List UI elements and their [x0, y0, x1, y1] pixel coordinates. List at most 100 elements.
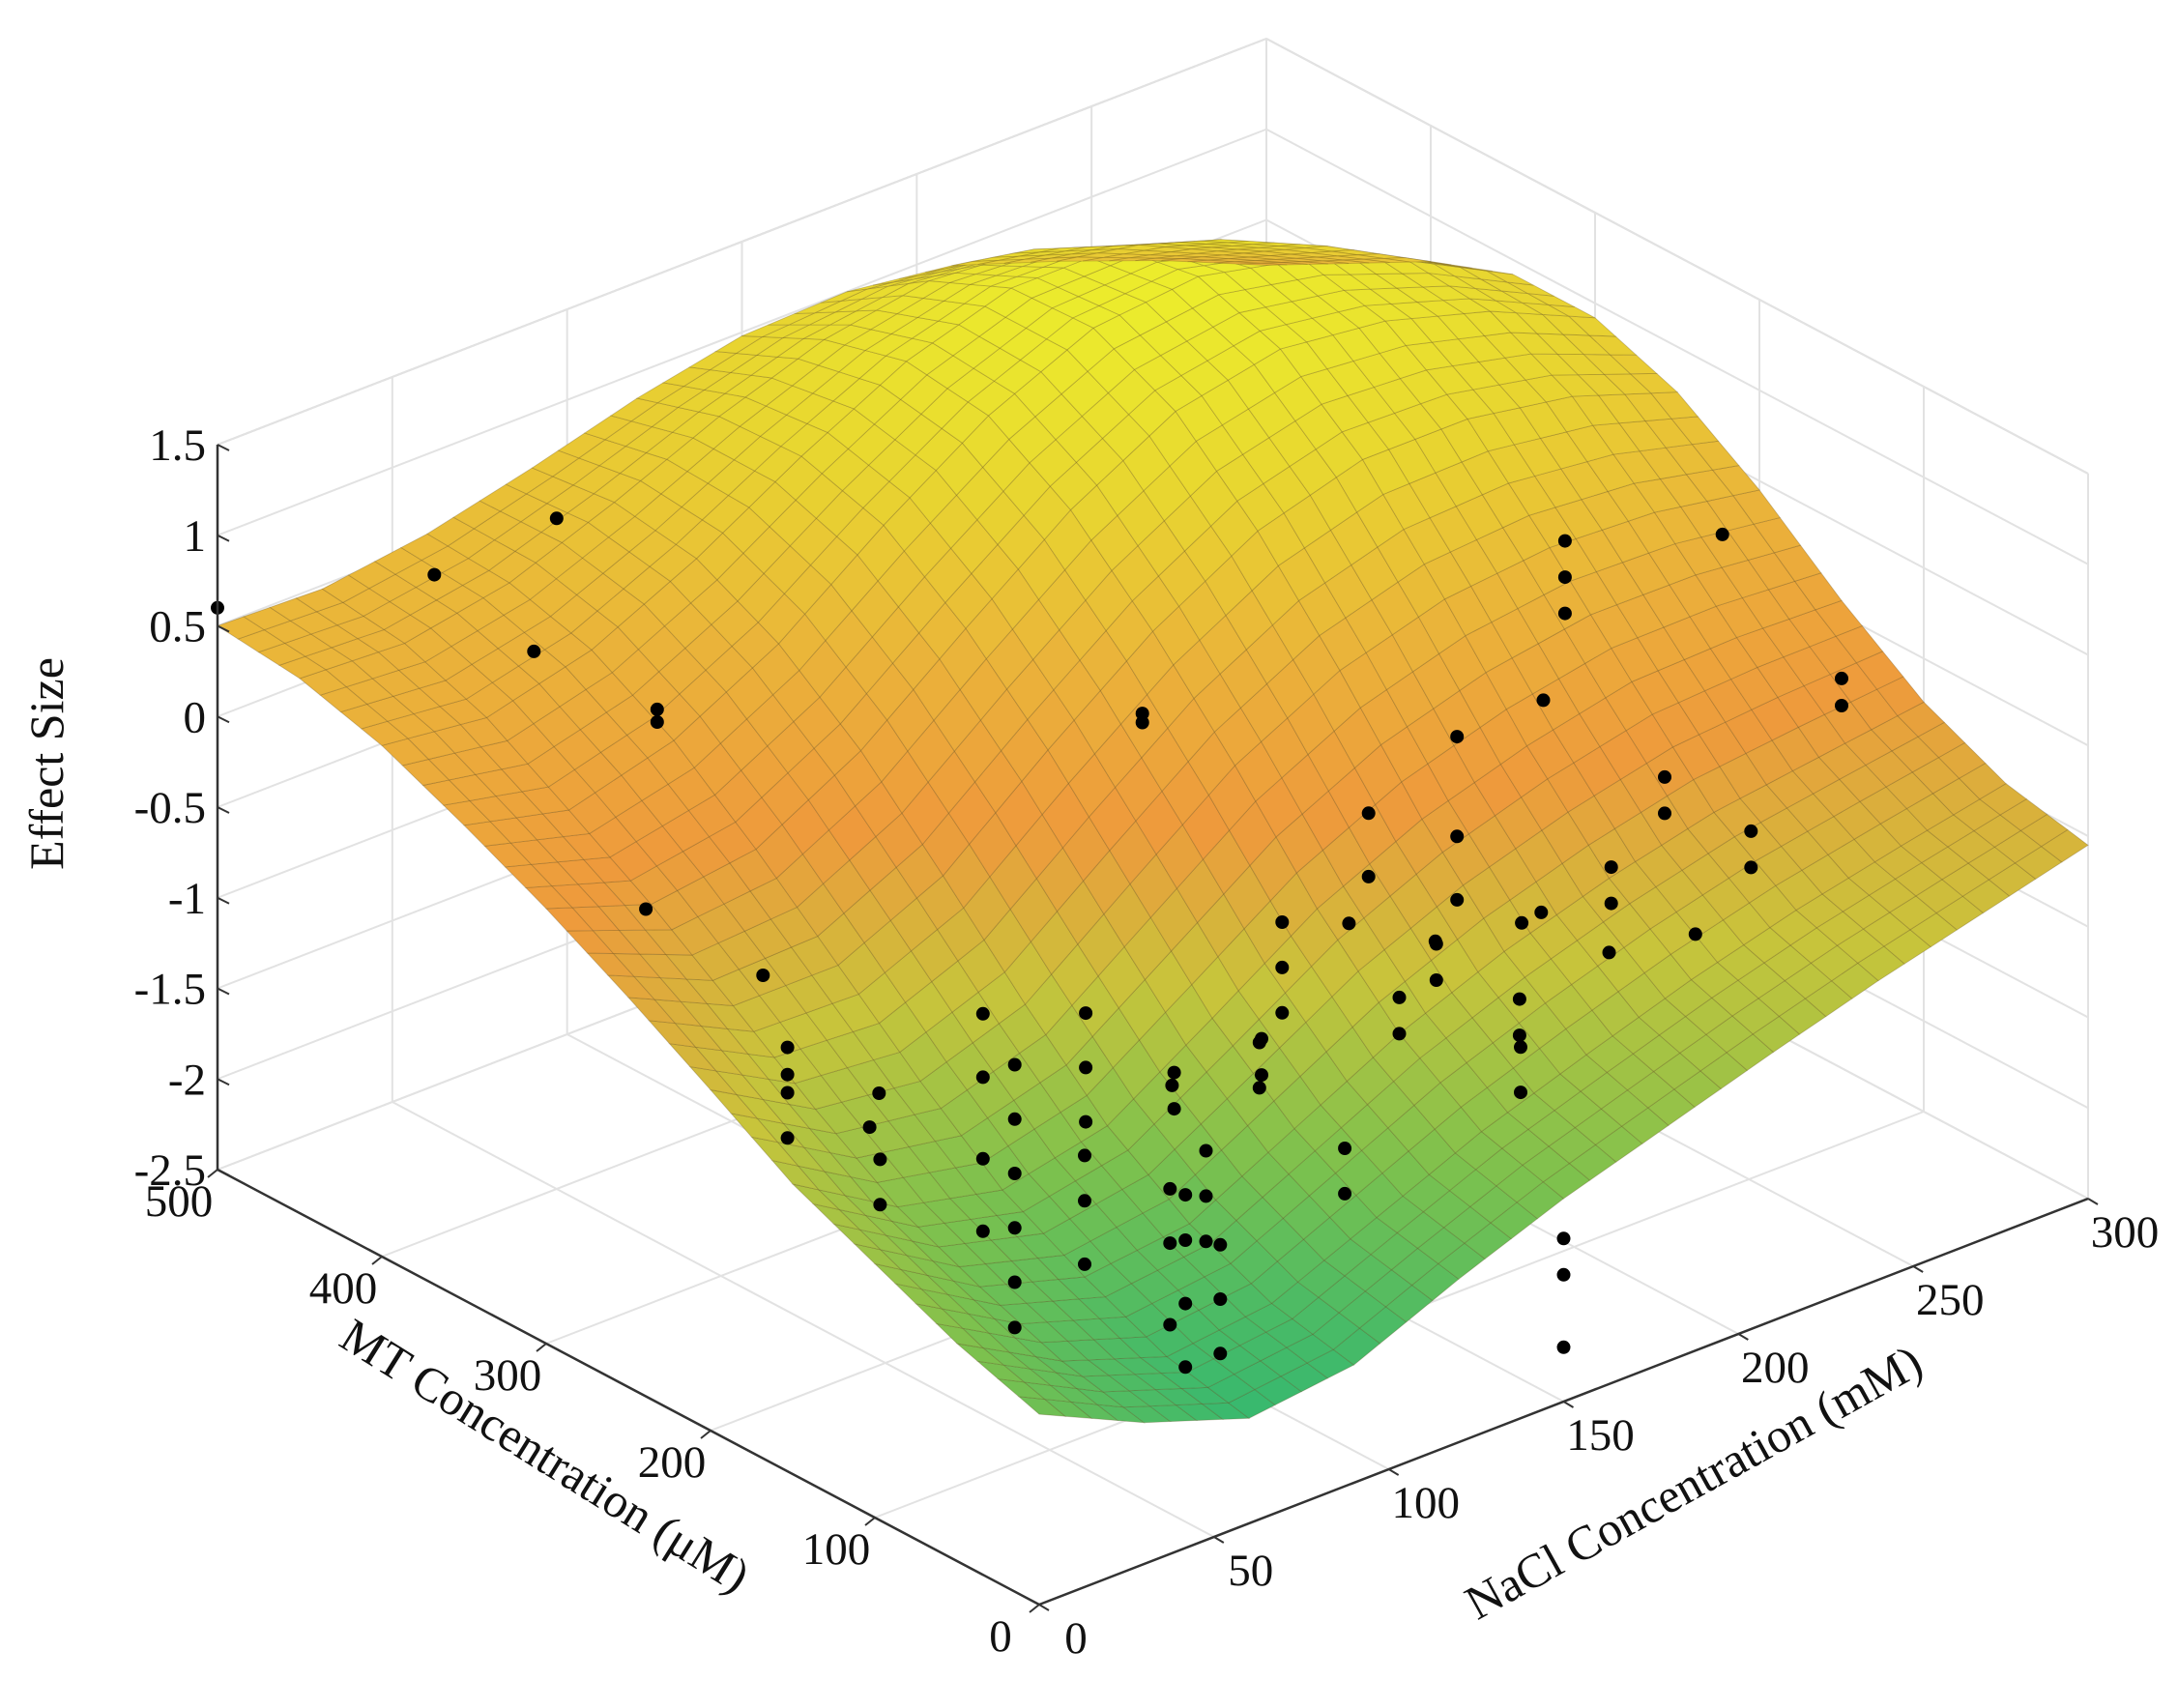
data-point	[1514, 1086, 1527, 1100]
data-point	[1604, 896, 1618, 911]
data-point	[873, 1198, 887, 1212]
z-tick-label: -2	[168, 1055, 206, 1105]
data-point	[427, 567, 442, 582]
data-point	[1007, 1112, 1022, 1126]
data-point	[1199, 1189, 1213, 1203]
data-point	[1604, 860, 1618, 875]
data-point	[1007, 1057, 1022, 1072]
axis-lines	[207, 444, 2099, 1613]
y-tick-label: 200	[638, 1437, 707, 1488]
data-point	[1744, 824, 1758, 838]
y-tick-mark	[700, 1430, 711, 1439]
y-tick-label: 0	[989, 1611, 1012, 1662]
data-point	[1835, 699, 1848, 712]
data-point	[1079, 1115, 1093, 1129]
data-point	[1557, 570, 1572, 585]
data-point	[1512, 1028, 1526, 1043]
data-point	[1338, 1142, 1352, 1155]
data-point	[872, 1086, 886, 1100]
data-point	[1078, 1194, 1091, 1208]
z-tick-label: -1.5	[134, 965, 206, 1015]
data-point	[1167, 1102, 1181, 1116]
data-point	[1658, 769, 1671, 784]
x-tick-label: 50	[1228, 1546, 1273, 1596]
data-point	[1392, 1027, 1407, 1041]
data-point	[1178, 1233, 1193, 1247]
data-point	[1429, 937, 1443, 951]
floor-gridline	[392, 1101, 1215, 1538]
z-tick-label: -1	[168, 874, 206, 924]
data-point	[1007, 1320, 1022, 1335]
data-point	[1178, 1360, 1193, 1375]
y-tick-mark	[536, 1343, 547, 1352]
data-point	[1135, 707, 1149, 721]
data-point	[1536, 693, 1551, 708]
data-point	[1450, 892, 1465, 907]
y-tick-mark	[371, 1256, 383, 1265]
data-point	[975, 1224, 990, 1238]
data-point	[650, 715, 664, 729]
data-point	[1835, 671, 1848, 685]
observation-points	[211, 511, 1848, 1375]
data-point	[1275, 960, 1290, 974]
data-point	[1167, 1065, 1181, 1080]
data-point	[1165, 1078, 1179, 1092]
data-point	[1213, 1346, 1228, 1361]
data-point	[1213, 1292, 1228, 1306]
data-point	[650, 702, 664, 716]
data-point	[1557, 534, 1572, 548]
x-tick-label: 200	[1741, 1343, 1810, 1393]
data-point	[1429, 973, 1443, 987]
x-tick-mark	[1388, 1468, 1400, 1476]
x-tick-mark	[1737, 1333, 1749, 1341]
data-point	[549, 511, 564, 526]
data-point	[1163, 1317, 1177, 1332]
data-point	[862, 1120, 877, 1135]
z-tick-mark	[217, 1078, 230, 1086]
data-point	[780, 1040, 795, 1055]
x-tick-mark	[2087, 1198, 2099, 1205]
z-tick-label: -2.5	[134, 1145, 206, 1196]
surface-facet	[1239, 262, 1288, 266]
y-tick-label: 100	[802, 1524, 871, 1575]
data-point	[1556, 1267, 1571, 1282]
data-point	[1688, 927, 1702, 941]
side-wall-gridline	[1265, 128, 2089, 565]
data-point	[780, 1131, 795, 1145]
data-point	[1534, 905, 1549, 919]
z-tick-mark	[217, 534, 230, 542]
data-point	[1342, 916, 1356, 931]
data-point	[975, 1151, 990, 1166]
y-tick-mark	[1029, 1604, 1040, 1613]
data-point	[1658, 806, 1671, 821]
data-point	[1252, 1081, 1266, 1095]
x-tick-label: 300	[2091, 1207, 2160, 1258]
data-point	[975, 1070, 990, 1085]
y-tick-label: 500	[145, 1176, 214, 1227]
data-point	[1199, 1143, 1213, 1158]
data-point	[1392, 990, 1407, 1004]
z-tick-mark	[217, 444, 230, 451]
data-point	[1079, 1060, 1093, 1075]
data-point	[1079, 1006, 1093, 1021]
data-point	[780, 1086, 795, 1100]
data-point	[1163, 1236, 1177, 1251]
y-tick-label: 300	[474, 1350, 542, 1401]
data-point	[1450, 730, 1465, 744]
z-tick-label: -0.5	[134, 783, 206, 833]
data-point	[1255, 1068, 1268, 1083]
data-point	[1007, 1221, 1022, 1235]
z-axis-label: Effect Size	[19, 657, 73, 870]
data-point	[756, 969, 770, 982]
y-axis-line	[217, 1168, 1040, 1607]
z-tick-label: 0.5	[149, 602, 206, 652]
data-point	[873, 1152, 887, 1167]
data-point	[780, 1067, 795, 1082]
data-point	[1744, 860, 1758, 875]
x-tick-mark	[1213, 1536, 1225, 1544]
x-axis-label: NaCl Concentration (mM)	[1456, 1334, 1931, 1630]
z-tick-mark	[217, 987, 230, 996]
data-point	[1338, 1186, 1352, 1201]
x-tick-label: 0	[1064, 1613, 1088, 1664]
z-tick-mark	[217, 896, 230, 905]
